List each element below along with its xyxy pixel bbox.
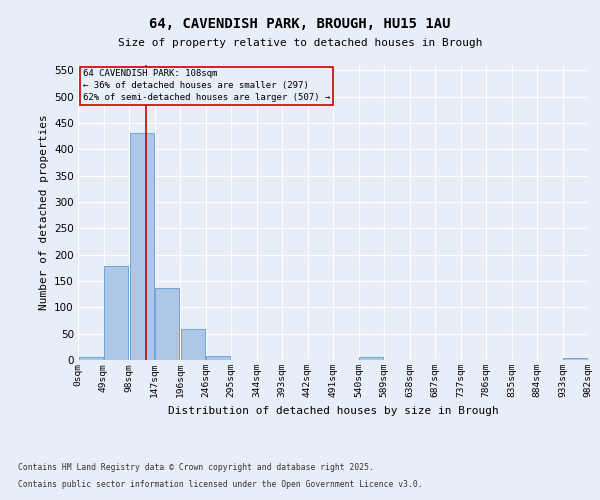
X-axis label: Distribution of detached houses by size in Brough: Distribution of detached houses by size …	[167, 406, 499, 415]
Bar	[563, 358, 587, 360]
Text: Size of property relative to detached houses in Brough: Size of property relative to detached ho…	[118, 38, 482, 48]
Bar	[130, 134, 154, 360]
Text: Contains HM Land Registry data © Crown copyright and database right 2025.: Contains HM Land Registry data © Crown c…	[18, 464, 374, 472]
Bar	[155, 288, 179, 360]
Text: Contains public sector information licensed under the Open Government Licence v3: Contains public sector information licen…	[18, 480, 422, 489]
Text: 64, CAVENDISH PARK, BROUGH, HU15 1AU: 64, CAVENDISH PARK, BROUGH, HU15 1AU	[149, 18, 451, 32]
Y-axis label: Number of detached properties: Number of detached properties	[38, 114, 49, 310]
Bar	[181, 329, 205, 360]
Text: 64 CAVENDISH PARK: 108sqm
← 36% of detached houses are smaller (297)
62% of semi: 64 CAVENDISH PARK: 108sqm ← 36% of detac…	[83, 70, 331, 102]
Bar	[79, 358, 103, 360]
Bar	[206, 356, 230, 360]
Bar	[359, 358, 383, 360]
Bar	[104, 266, 128, 360]
